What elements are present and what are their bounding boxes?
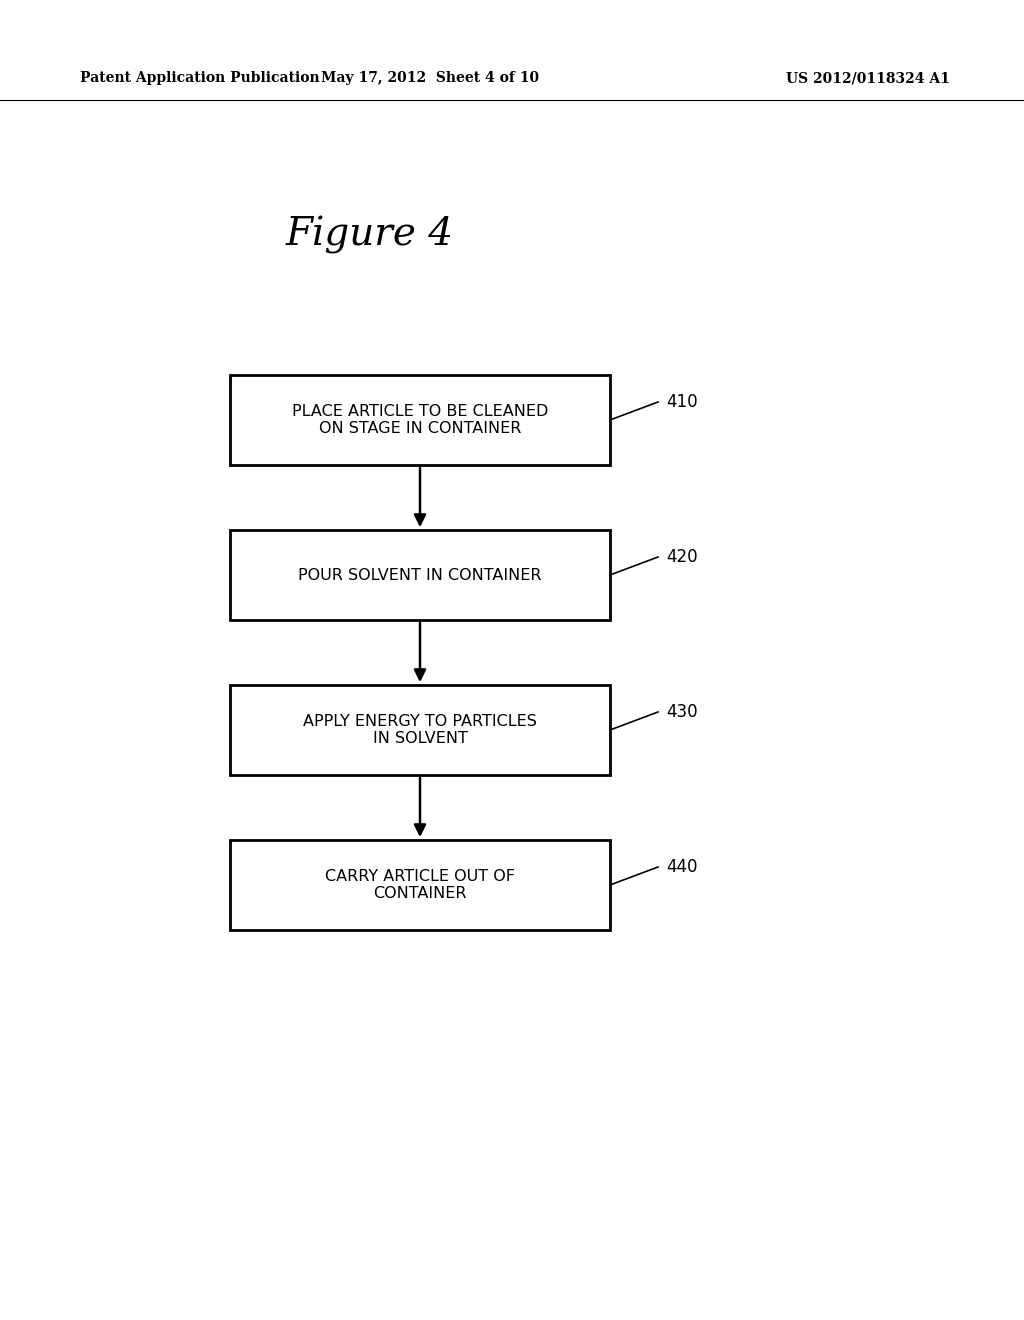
Text: Figure 4: Figure 4 bbox=[286, 216, 454, 253]
Text: CARRY ARTICLE OUT OF
CONTAINER: CARRY ARTICLE OUT OF CONTAINER bbox=[325, 869, 515, 902]
Text: 420: 420 bbox=[666, 548, 697, 566]
Bar bbox=[230, 685, 610, 775]
Text: 430: 430 bbox=[666, 704, 697, 721]
Text: Patent Application Publication: Patent Application Publication bbox=[80, 71, 319, 84]
Text: US 2012/0118324 A1: US 2012/0118324 A1 bbox=[786, 71, 950, 84]
Text: 440: 440 bbox=[666, 858, 697, 876]
Bar bbox=[230, 375, 610, 465]
Text: APPLY ENERGY TO PARTICLES
IN SOLVENT: APPLY ENERGY TO PARTICLES IN SOLVENT bbox=[303, 714, 537, 746]
Bar bbox=[230, 840, 610, 931]
Text: PLACE ARTICLE TO BE CLEANED
ON STAGE IN CONTAINER: PLACE ARTICLE TO BE CLEANED ON STAGE IN … bbox=[292, 404, 548, 436]
Text: 410: 410 bbox=[666, 393, 697, 411]
Bar bbox=[230, 531, 610, 620]
Text: POUR SOLVENT IN CONTAINER: POUR SOLVENT IN CONTAINER bbox=[298, 568, 542, 582]
Text: May 17, 2012  Sheet 4 of 10: May 17, 2012 Sheet 4 of 10 bbox=[321, 71, 539, 84]
